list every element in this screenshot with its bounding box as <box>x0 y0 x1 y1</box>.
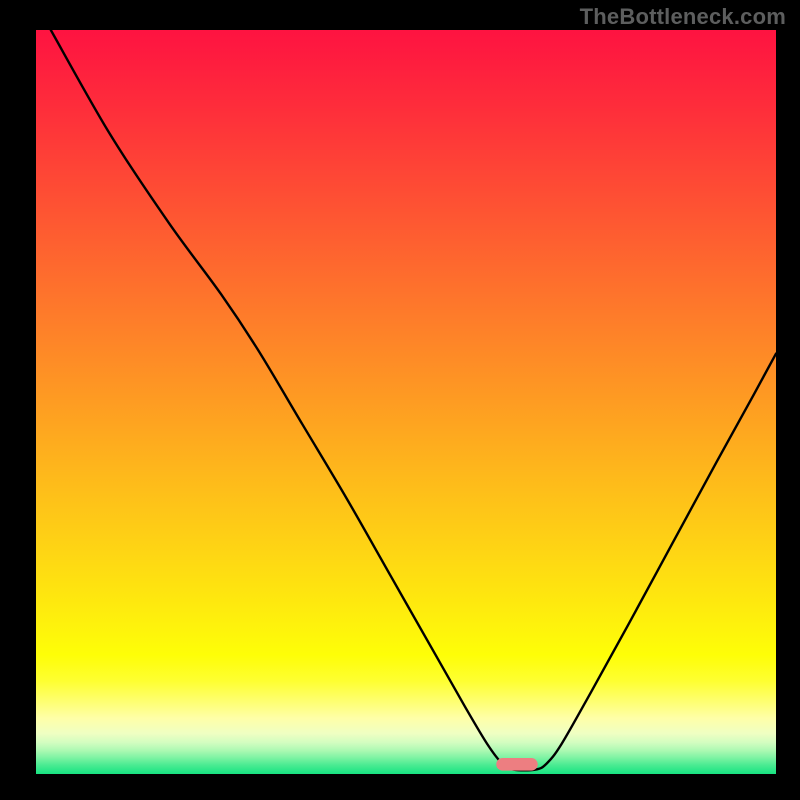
plot-background <box>36 30 776 774</box>
chart-stage: TheBottleneck.com <box>0 0 800 800</box>
watermark-label: TheBottleneck.com <box>580 4 786 30</box>
optimal-marker <box>496 758 537 771</box>
chart-svg <box>0 0 800 800</box>
